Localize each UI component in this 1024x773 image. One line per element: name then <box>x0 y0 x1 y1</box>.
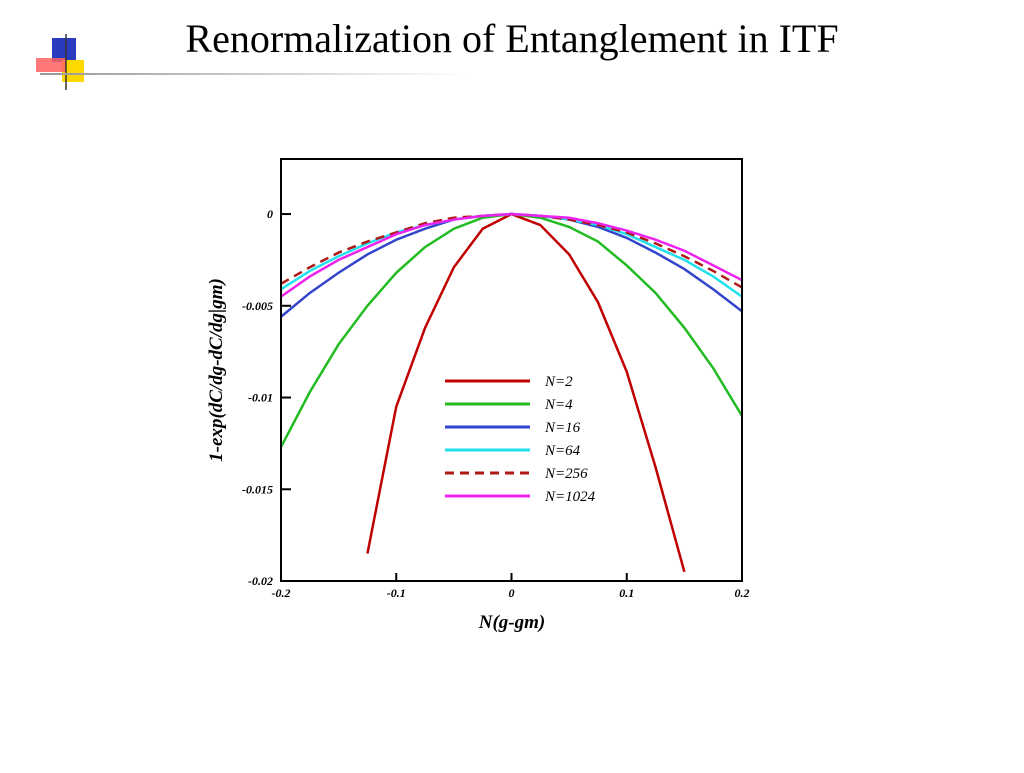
plot <box>281 212 742 573</box>
x-axis-label: N(g-gm) <box>478 612 545 633</box>
series-line <box>281 212 742 318</box>
logo-decoration <box>36 34 470 90</box>
plot-frame <box>280 158 743 582</box>
slide-title: Renormalization of Entanglement in ITF <box>185 16 838 61</box>
y-axis-label: 1-exp(dC/dg-dC/dg|gm) <box>206 278 227 462</box>
x-tick-label: 0.2 <box>735 586 750 600</box>
y-tick-label: -0.01 <box>248 391 273 405</box>
legend-label: N=4 <box>544 397 573 413</box>
y-tick-label: 0 <box>267 207 273 221</box>
x-tick-label: 0 <box>509 586 515 600</box>
series-line <box>366 212 686 573</box>
y-tick-label: -0.005 <box>242 299 273 313</box>
x-tick-label: -0.2 <box>272 586 291 600</box>
legend-label: N=2 <box>544 374 573 390</box>
legend-label: N=64 <box>544 443 581 459</box>
y-tick-label: -0.02 <box>248 574 273 588</box>
series-layer <box>281 212 742 573</box>
x-tick-label: -0.1 <box>387 586 406 600</box>
legend-label: N=16 <box>544 420 581 436</box>
series-line <box>281 212 742 298</box>
legend-label: N=1024 <box>544 489 596 505</box>
y-tick-label: -0.015 <box>242 482 273 496</box>
legend-label: N=256 <box>544 466 588 482</box>
x-tick-label: 0.1 <box>619 586 634 600</box>
